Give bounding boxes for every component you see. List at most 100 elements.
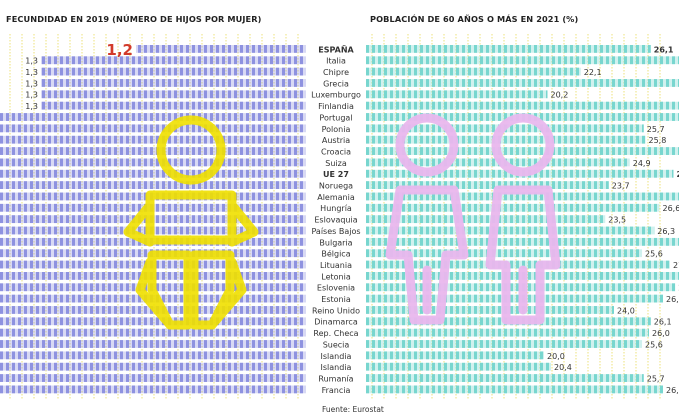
- country-label: Lituania: [320, 261, 352, 270]
- left-bar: [0, 135, 306, 144]
- left-bar-fill: [0, 169, 306, 178]
- country-label: Rep. Checa: [313, 329, 358, 338]
- baby-icon: [123, 115, 259, 330]
- right-bar: [366, 181, 609, 189]
- right-bar-fill: [366, 215, 606, 224]
- left-bar: [0, 181, 306, 189]
- right-value-label: 25,6: [645, 250, 663, 259]
- country-label: Dinamarca: [314, 318, 358, 327]
- left-value-label: 1,3: [25, 57, 38, 66]
- left-bar-fill: [136, 45, 306, 53]
- left-bar-fill: [0, 135, 306, 144]
- country-label: Portugal: [319, 113, 352, 122]
- left-bar-fill: [41, 67, 306, 76]
- right-value-label: 26,8: [666, 295, 679, 304]
- country-label: Suiza: [325, 159, 347, 168]
- left-bar: [0, 374, 306, 382]
- right-bar-fill: [366, 101, 679, 110]
- country-label: Islandia: [321, 352, 352, 361]
- left-bar: [41, 101, 306, 110]
- right-bar-fill: [366, 56, 679, 65]
- country-label: Estonia: [321, 295, 351, 304]
- right-value-label: 25,8: [649, 136, 667, 145]
- left-bar-fill: [0, 328, 306, 337]
- left-bar-fill: [0, 340, 306, 348]
- left-bar-fill: [41, 90, 306, 99]
- right-bar-fill: [366, 374, 644, 382]
- right-value-label: 27,2: [673, 261, 679, 270]
- country-label: ESPAÑA: [318, 44, 354, 54]
- right-bar-fill: [366, 90, 548, 99]
- country-label: Francia: [322, 386, 351, 395]
- right-value-label: 26,1: [654, 45, 674, 54]
- right-value-label: 20,4: [554, 363, 572, 372]
- right-bar: [366, 374, 644, 382]
- right-bar: [366, 192, 679, 201]
- right-bar: [366, 56, 679, 65]
- right-value-label: 26,0: [652, 329, 670, 338]
- right-value-label: 20,0: [547, 352, 565, 361]
- right-bar: [366, 147, 679, 155]
- country-label: Letonia: [321, 272, 351, 281]
- country-label: Bulgaria: [319, 238, 352, 247]
- country-label: Bélgica: [321, 249, 350, 259]
- right-value-label: 26,6: [663, 204, 679, 213]
- right-value-label: 23,7: [612, 182, 630, 191]
- right-value-label: 22,1: [584, 68, 602, 77]
- right-bar-fill: [366, 328, 649, 337]
- right-value-label: 26,3: [657, 227, 675, 236]
- left-bar: [41, 56, 306, 65]
- right-bar-fill: [366, 306, 614, 314]
- left-bar-fill: [41, 101, 306, 110]
- right-bar: [366, 79, 679, 87]
- right-bar: [366, 67, 581, 76]
- country-label: Austria: [322, 136, 350, 145]
- right-value-label: 24,9: [633, 159, 651, 168]
- right-value-label: 26,1: [654, 318, 672, 327]
- left-bar-fill: [0, 181, 306, 189]
- right-bar: [366, 215, 606, 224]
- country-labels: ESPAÑA Italia Chipre Grecia Luxemburgo Finlan…: [311, 44, 361, 395]
- right-bars: [366, 45, 679, 394]
- right-value-label: 27,4: [677, 170, 679, 179]
- country-label: Alemania: [317, 193, 355, 202]
- right-bar-fill: [366, 181, 609, 189]
- left-bar: [0, 351, 306, 360]
- right-bar-fill: [366, 203, 660, 212]
- left-value-label: 1,3: [25, 91, 38, 100]
- right-bar-fill: [366, 192, 679, 201]
- left-value-label: 1,3: [25, 68, 38, 77]
- right-value-label: 26,8: [666, 386, 679, 395]
- country-label: Grecia: [323, 79, 349, 88]
- right-bar: [366, 249, 642, 258]
- elderly-couple-icon: [385, 113, 561, 325]
- right-bar-fill: [366, 226, 655, 235]
- right-bar-fill: [366, 237, 679, 246]
- right-value-label: 24,0: [617, 306, 635, 315]
- left-bar: [136, 45, 306, 53]
- left-bar: [41, 90, 306, 99]
- country-label: Países Bajos: [311, 227, 360, 236]
- left-bar: [0, 362, 306, 371]
- country-label: Chipre: [323, 68, 349, 77]
- right-value-label: 25,7: [647, 374, 665, 383]
- left-value-label: 1,3: [25, 102, 38, 111]
- country-label: Polonia: [322, 125, 351, 134]
- left-bar-fill: [0, 124, 306, 133]
- left-bar-fill: [0, 317, 306, 326]
- right-bar: [366, 351, 544, 360]
- right-bar: [366, 45, 651, 53]
- left-bar-fill: [0, 147, 306, 155]
- right-bar-fill: [366, 351, 544, 360]
- country-label: Suecia: [323, 340, 350, 349]
- right-bar: [366, 328, 649, 337]
- left-bar-fill: [0, 374, 306, 382]
- right-bar: [366, 237, 679, 246]
- left-value-label: 1,2: [106, 41, 133, 59]
- left-bar: [0, 158, 306, 167]
- right-bar-fill: [366, 67, 581, 76]
- right-bar-fill: [366, 260, 670, 269]
- right-bar-fill: [366, 135, 646, 144]
- right-bar: [366, 226, 655, 235]
